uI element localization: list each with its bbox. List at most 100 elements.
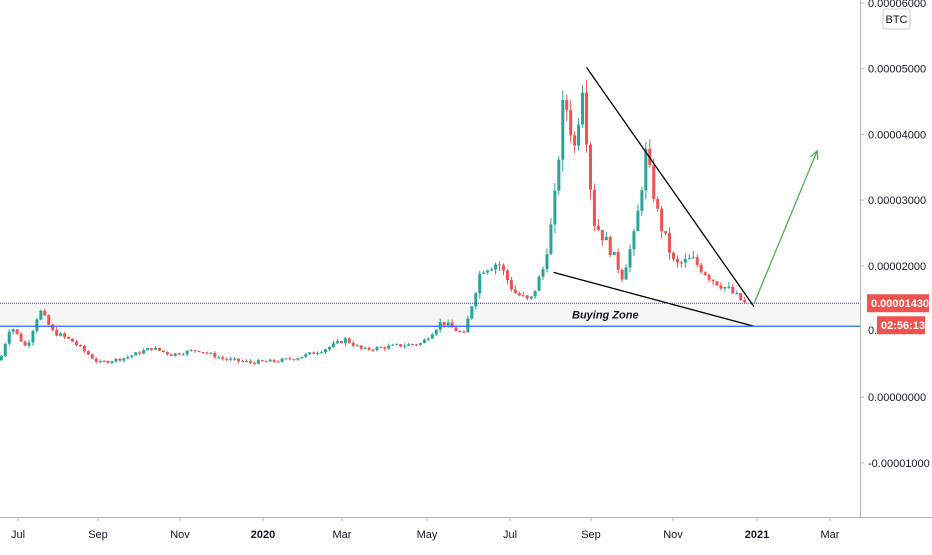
candle-body[interactable] [331,343,335,347]
candle-body[interactable] [715,281,719,286]
candle-body[interactable] [335,341,339,344]
candle-body[interactable] [126,356,130,359]
candle-body[interactable] [63,333,67,337]
candle-body[interactable] [300,356,304,359]
candle-body[interactable] [165,351,169,355]
candle-body[interactable] [82,345,86,352]
candle-body[interactable] [505,270,509,281]
candle-body[interactable] [422,339,426,344]
candle-body[interactable] [343,338,347,344]
candle-body[interactable] [272,359,276,362]
candle-body[interactable] [624,267,628,280]
candle-body[interactable] [517,293,521,296]
candle-body[interactable] [612,252,616,256]
candle-body[interactable] [699,264,703,273]
candle-body[interactable] [229,358,233,360]
candle-body[interactable] [142,350,146,354]
candle-body[interactable] [703,272,707,276]
candle-body[interactable] [201,351,205,353]
candle-body[interactable] [67,336,71,339]
candle-body[interactable] [122,358,126,361]
candle-body[interactable] [620,269,624,280]
projection-arrow-line[interactable] [753,150,818,305]
candle-body[interactable] [86,351,90,355]
candle-body[interactable] [644,148,648,191]
candle-body[interactable] [320,352,324,354]
candle-body[interactable] [707,275,711,280]
candle-body[interactable] [482,272,486,274]
candle-body[interactable] [268,359,272,362]
candle-body[interactable] [541,269,545,277]
candle-body[interactable] [391,344,395,346]
candle-body[interactable] [296,358,300,360]
candle-body[interactable] [549,224,553,255]
candle-body[interactable] [39,310,43,320]
candle-body[interactable] [395,344,399,346]
candle-body[interactable] [683,258,687,263]
candle-body[interactable] [185,350,189,355]
candle-body[interactable] [138,352,142,354]
candle-body[interactable] [150,348,154,350]
candle-body[interactable] [130,355,134,357]
candle-body[interactable] [304,354,308,357]
candle-body[interactable] [652,165,656,200]
candle-body[interactable] [90,354,94,359]
candle-body[interactable] [35,319,39,332]
candle-body[interactable] [70,338,74,342]
candle-body[interactable] [592,189,596,226]
candle-body[interactable] [146,348,150,351]
candle-body[interactable] [656,199,660,209]
candle-body[interactable] [529,296,533,299]
candle-body[interactable] [110,361,114,363]
candle-body[interactable] [533,290,537,297]
candle-body[interactable] [588,144,592,190]
candle-body[interactable] [308,352,312,355]
candle-body[interactable] [565,99,569,111]
candle-body[interactable] [379,347,383,349]
candle-body[interactable] [581,92,585,125]
candle-body[interactable] [739,293,743,301]
candle-body[interactable] [256,360,260,364]
candle-body[interactable] [102,361,106,363]
candle-body[interactable] [636,210,640,232]
candle-body[interactable] [252,362,256,364]
candle-body[interactable] [723,287,727,289]
candle-body[interactable] [3,343,7,357]
candle-body[interactable] [78,344,82,346]
candle-body[interactable] [399,344,403,347]
candle-body[interactable] [446,322,450,326]
candle-body[interactable] [114,358,118,362]
candle-body[interactable] [557,159,561,191]
candle-body[interactable] [339,341,343,344]
candle-body[interactable] [573,135,577,146]
candle-body[interactable] [454,327,458,332]
candle-body[interactable] [426,338,430,340]
candle-body[interactable] [407,344,411,346]
candle-body[interactable] [525,295,529,299]
candle-body[interactable] [363,347,367,349]
candle-body[interactable] [51,324,55,330]
candle-body[interactable] [324,349,328,353]
currency-box[interactable] [882,8,911,30]
candle-body[interactable] [414,344,418,346]
candle-body[interactable] [450,322,454,328]
candle-body[interactable] [94,358,98,362]
candle-body[interactable] [513,289,517,294]
candle-body[interactable] [173,353,177,356]
candle-body[interactable] [462,331,466,333]
candle-body[interactable] [347,338,351,343]
candle-body[interactable] [727,286,731,288]
candle-body[interactable] [233,358,237,360]
candle-body[interactable] [411,344,415,346]
wedge-upper-line[interactable] [585,67,755,307]
candle-body[interactable] [403,345,407,347]
candle-body[interactable] [743,300,747,303]
candle-body[interactable] [521,295,525,297]
candle-body[interactable] [501,265,505,271]
price-axis[interactable]: 0.00006000 0.00005000 0.00004000 0.00003000… [860,0,930,470]
candle-body[interactable] [276,361,280,363]
candle-body[interactable] [359,345,363,349]
candle-body[interactable] [687,258,691,260]
candle-body[interactable] [494,264,498,270]
